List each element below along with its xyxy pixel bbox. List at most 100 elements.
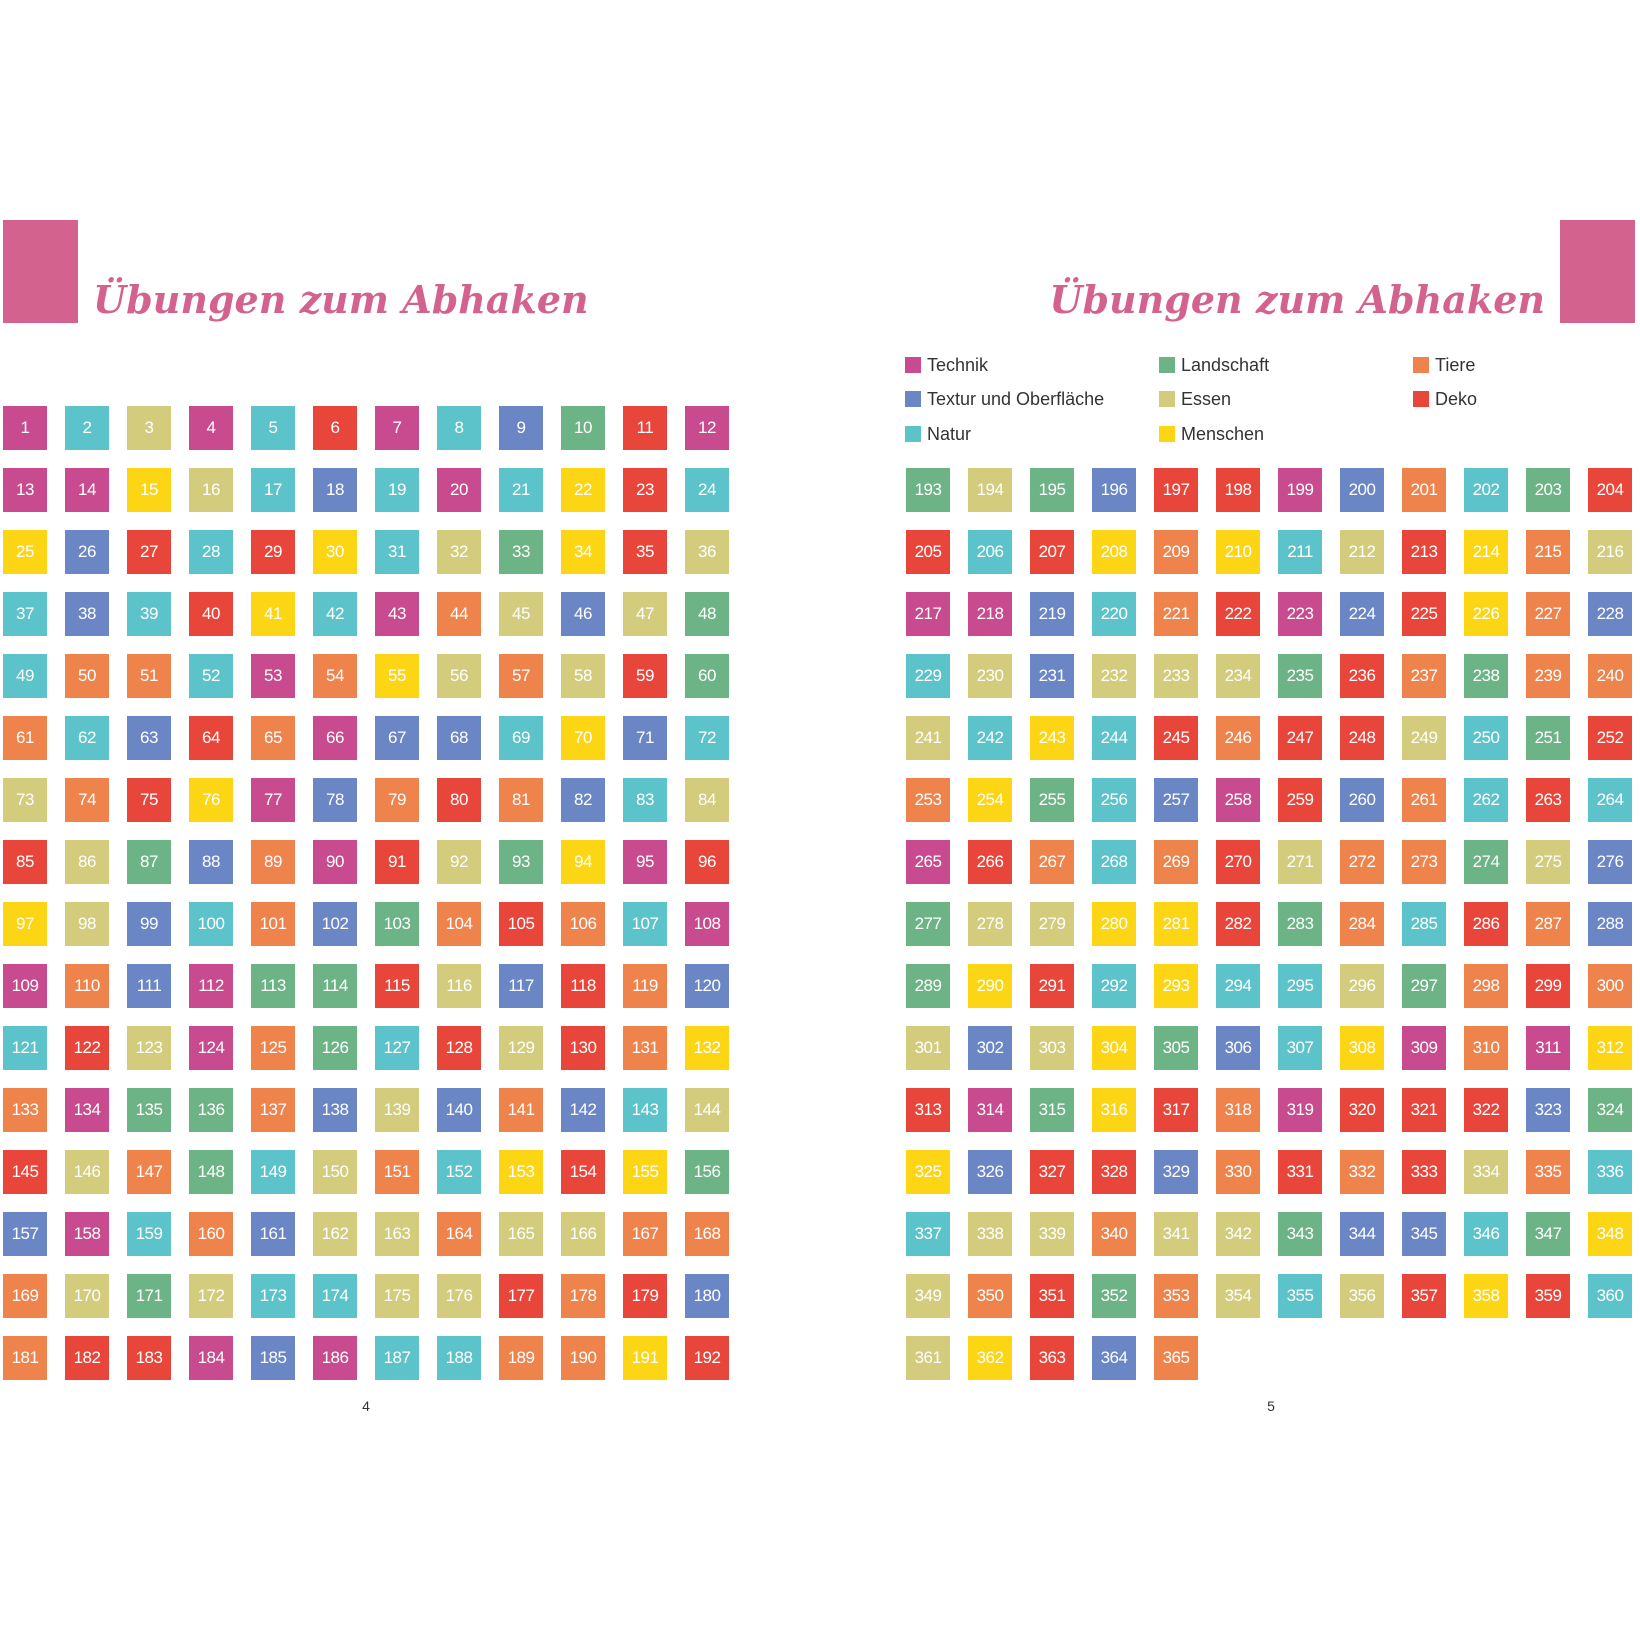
exercise-checkbox-216[interactable]: 216 [1588, 530, 1632, 574]
exercise-checkbox-112[interactable]: 112 [189, 964, 233, 1008]
exercise-checkbox-172[interactable]: 172 [189, 1274, 233, 1318]
exercise-checkbox-290[interactable]: 290 [968, 964, 1012, 1008]
exercise-checkbox-254[interactable]: 254 [968, 778, 1012, 822]
exercise-checkbox-282[interactable]: 282 [1216, 902, 1260, 946]
exercise-checkbox-69[interactable]: 69 [499, 716, 543, 760]
exercise-checkbox-38[interactable]: 38 [65, 592, 109, 636]
exercise-checkbox-74[interactable]: 74 [65, 778, 109, 822]
exercise-checkbox-125[interactable]: 125 [251, 1026, 295, 1070]
exercise-checkbox-134[interactable]: 134 [65, 1088, 109, 1132]
exercise-checkbox-255[interactable]: 255 [1030, 778, 1074, 822]
exercise-checkbox-227[interactable]: 227 [1526, 592, 1570, 636]
exercise-checkbox-133[interactable]: 133 [3, 1088, 47, 1132]
exercise-checkbox-311[interactable]: 311 [1526, 1026, 1570, 1070]
exercise-checkbox-21[interactable]: 21 [499, 468, 543, 512]
exercise-checkbox-344[interactable]: 344 [1340, 1212, 1384, 1256]
exercise-checkbox-263[interactable]: 263 [1526, 778, 1570, 822]
exercise-checkbox-26[interactable]: 26 [65, 530, 109, 574]
exercise-checkbox-94[interactable]: 94 [561, 840, 605, 884]
exercise-checkbox-57[interactable]: 57 [499, 654, 543, 698]
exercise-checkbox-309[interactable]: 309 [1402, 1026, 1446, 1070]
exercise-checkbox-8[interactable]: 8 [437, 406, 481, 450]
exercise-checkbox-154[interactable]: 154 [561, 1150, 605, 1194]
exercise-checkbox-201[interactable]: 201 [1402, 468, 1446, 512]
exercise-checkbox-126[interactable]: 126 [313, 1026, 357, 1070]
exercise-checkbox-67[interactable]: 67 [375, 716, 419, 760]
exercise-checkbox-339[interactable]: 339 [1030, 1212, 1074, 1256]
exercise-checkbox-219[interactable]: 219 [1030, 592, 1074, 636]
exercise-checkbox-213[interactable]: 213 [1402, 530, 1446, 574]
exercise-checkbox-258[interactable]: 258 [1216, 778, 1260, 822]
exercise-checkbox-315[interactable]: 315 [1030, 1088, 1074, 1132]
exercise-checkbox-160[interactable]: 160 [189, 1212, 233, 1256]
exercise-checkbox-238[interactable]: 238 [1464, 654, 1508, 698]
exercise-checkbox-100[interactable]: 100 [189, 902, 233, 946]
exercise-checkbox-335[interactable]: 335 [1526, 1150, 1570, 1194]
exercise-checkbox-273[interactable]: 273 [1402, 840, 1446, 884]
exercise-checkbox-245[interactable]: 245 [1154, 716, 1198, 760]
exercise-checkbox-215[interactable]: 215 [1526, 530, 1570, 574]
exercise-checkbox-114[interactable]: 114 [313, 964, 357, 1008]
exercise-checkbox-33[interactable]: 33 [499, 530, 543, 574]
exercise-checkbox-321[interactable]: 321 [1402, 1088, 1446, 1132]
exercise-checkbox-2[interactable]: 2 [65, 406, 109, 450]
exercise-checkbox-105[interactable]: 105 [499, 902, 543, 946]
exercise-checkbox-63[interactable]: 63 [127, 716, 171, 760]
exercise-checkbox-249[interactable]: 249 [1402, 716, 1446, 760]
exercise-checkbox-104[interactable]: 104 [437, 902, 481, 946]
exercise-checkbox-76[interactable]: 76 [189, 778, 233, 822]
exercise-checkbox-157[interactable]: 157 [3, 1212, 47, 1256]
exercise-checkbox-41[interactable]: 41 [251, 592, 295, 636]
exercise-checkbox-200[interactable]: 200 [1340, 468, 1384, 512]
exercise-checkbox-137[interactable]: 137 [251, 1088, 295, 1132]
exercise-checkbox-329[interactable]: 329 [1154, 1150, 1198, 1194]
exercise-checkbox-124[interactable]: 124 [189, 1026, 233, 1070]
exercise-checkbox-90[interactable]: 90 [313, 840, 357, 884]
exercise-checkbox-363[interactable]: 363 [1030, 1336, 1074, 1380]
exercise-checkbox-147[interactable]: 147 [127, 1150, 171, 1194]
exercise-checkbox-19[interactable]: 19 [375, 468, 419, 512]
exercise-checkbox-331[interactable]: 331 [1278, 1150, 1322, 1194]
exercise-checkbox-85[interactable]: 85 [3, 840, 47, 884]
exercise-checkbox-35[interactable]: 35 [623, 530, 667, 574]
exercise-checkbox-307[interactable]: 307 [1278, 1026, 1322, 1070]
exercise-checkbox-318[interactable]: 318 [1216, 1088, 1260, 1132]
exercise-checkbox-4[interactable]: 4 [189, 406, 233, 450]
exercise-checkbox-268[interactable]: 268 [1092, 840, 1136, 884]
exercise-checkbox-46[interactable]: 46 [561, 592, 605, 636]
exercise-checkbox-293[interactable]: 293 [1154, 964, 1198, 1008]
exercise-checkbox-89[interactable]: 89 [251, 840, 295, 884]
exercise-checkbox-316[interactable]: 316 [1092, 1088, 1136, 1132]
exercise-checkbox-281[interactable]: 281 [1154, 902, 1198, 946]
exercise-checkbox-128[interactable]: 128 [437, 1026, 481, 1070]
exercise-checkbox-197[interactable]: 197 [1154, 468, 1198, 512]
exercise-checkbox-284[interactable]: 284 [1340, 902, 1384, 946]
exercise-checkbox-45[interactable]: 45 [499, 592, 543, 636]
exercise-checkbox-37[interactable]: 37 [3, 592, 47, 636]
exercise-checkbox-338[interactable]: 338 [968, 1212, 1012, 1256]
exercise-checkbox-68[interactable]: 68 [437, 716, 481, 760]
exercise-checkbox-65[interactable]: 65 [251, 716, 295, 760]
exercise-checkbox-235[interactable]: 235 [1278, 654, 1322, 698]
exercise-checkbox-333[interactable]: 333 [1402, 1150, 1446, 1194]
exercise-checkbox-189[interactable]: 189 [499, 1336, 543, 1380]
exercise-checkbox-261[interactable]: 261 [1402, 778, 1446, 822]
exercise-checkbox-168[interactable]: 168 [685, 1212, 729, 1256]
exercise-checkbox-310[interactable]: 310 [1464, 1026, 1508, 1070]
exercise-checkbox-296[interactable]: 296 [1340, 964, 1384, 1008]
exercise-checkbox-115[interactable]: 115 [375, 964, 419, 1008]
exercise-checkbox-175[interactable]: 175 [375, 1274, 419, 1318]
exercise-checkbox-355[interactable]: 355 [1278, 1274, 1322, 1318]
exercise-checkbox-102[interactable]: 102 [313, 902, 357, 946]
exercise-checkbox-51[interactable]: 51 [127, 654, 171, 698]
exercise-checkbox-252[interactable]: 252 [1588, 716, 1632, 760]
exercise-checkbox-64[interactable]: 64 [189, 716, 233, 760]
exercise-checkbox-142[interactable]: 142 [561, 1088, 605, 1132]
exercise-checkbox-327[interactable]: 327 [1030, 1150, 1074, 1194]
exercise-checkbox-139[interactable]: 139 [375, 1088, 419, 1132]
exercise-checkbox-352[interactable]: 352 [1092, 1274, 1136, 1318]
exercise-checkbox-206[interactable]: 206 [968, 530, 1012, 574]
exercise-checkbox-59[interactable]: 59 [623, 654, 667, 698]
exercise-checkbox-354[interactable]: 354 [1216, 1274, 1260, 1318]
exercise-checkbox-240[interactable]: 240 [1588, 654, 1632, 698]
